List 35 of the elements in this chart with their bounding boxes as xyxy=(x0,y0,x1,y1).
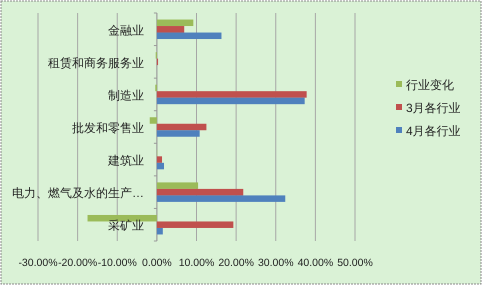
legend-label: 4月各行业 xyxy=(406,124,461,138)
xtick: -30.00% xyxy=(18,257,58,269)
xtick: -10.00% xyxy=(98,257,137,269)
bar xyxy=(156,156,162,163)
bar xyxy=(156,124,206,130)
y-tick-label: 建筑业 xyxy=(107,154,144,168)
bar xyxy=(156,188,244,196)
bar xyxy=(150,117,157,124)
xtick: 0.00% xyxy=(142,257,172,269)
y-tick-label: 电力、燃气及水的生产… xyxy=(12,186,144,200)
xtick: 10.00% xyxy=(178,257,214,269)
legend-label: 3月各行业 xyxy=(406,101,461,115)
xtick: 20.00% xyxy=(218,257,254,269)
bar xyxy=(156,130,200,137)
bar xyxy=(156,195,286,202)
bar xyxy=(88,214,157,222)
y-tick-label: 金融业 xyxy=(108,23,144,38)
bar xyxy=(156,20,194,26)
bar xyxy=(156,182,198,189)
y-tick-label: 采矿业 xyxy=(108,218,144,233)
xtick: 30.00% xyxy=(258,257,294,269)
xtick: -20.00% xyxy=(58,257,98,269)
xtick: 50.00% xyxy=(337,257,373,269)
bar xyxy=(156,228,163,234)
y-tick-label: 租赁和商务服务业 xyxy=(48,56,144,70)
y-tick-label: 批发和零售业 xyxy=(72,121,144,135)
bar xyxy=(156,26,184,33)
y-tick-label: 制造业 xyxy=(108,88,144,102)
bar xyxy=(156,221,234,228)
bar xyxy=(156,162,164,170)
legend-label: 行业变化 xyxy=(406,78,454,92)
bar xyxy=(156,91,307,98)
bar xyxy=(156,98,305,104)
xtick: 40.00% xyxy=(298,257,334,269)
bar xyxy=(156,32,222,40)
